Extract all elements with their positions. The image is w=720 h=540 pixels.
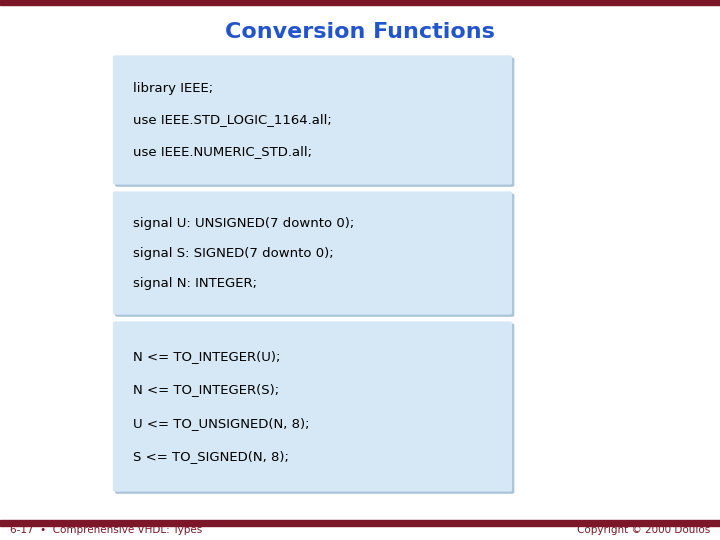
Text: signal S: SIGNED(7 downto 0);: signal S: SIGNED(7 downto 0);	[133, 246, 333, 260]
FancyBboxPatch shape	[113, 321, 512, 491]
FancyBboxPatch shape	[113, 191, 512, 315]
Text: use IEEE.NUMERIC_STD.all;: use IEEE.NUMERIC_STD.all;	[133, 145, 312, 158]
Text: use IEEE.STD_LOGIC_1164.all;: use IEEE.STD_LOGIC_1164.all;	[133, 113, 332, 126]
Text: N <= TO_INTEGER(U);: N <= TO_INTEGER(U);	[133, 350, 280, 363]
Text: signal N: INTEGER;: signal N: INTEGER;	[133, 276, 257, 289]
Text: library IEEE;: library IEEE;	[133, 82, 213, 95]
FancyBboxPatch shape	[115, 323, 514, 494]
Bar	[0, 520, 720, 526]
FancyBboxPatch shape	[113, 56, 512, 185]
Bar	[0, 0, 720, 5]
Text: signal U: UNSIGNED(7 downto 0);: signal U: UNSIGNED(7 downto 0);	[133, 217, 354, 230]
Text: Conversion Functions: Conversion Functions	[225, 22, 495, 42]
Text: S <= TO_SIGNED(N, 8);: S <= TO_SIGNED(N, 8);	[133, 450, 289, 463]
Text: U <= TO_UNSIGNED(N, 8);: U <= TO_UNSIGNED(N, 8);	[133, 417, 310, 430]
FancyBboxPatch shape	[115, 58, 514, 187]
FancyBboxPatch shape	[115, 193, 514, 317]
Text: N <= TO_INTEGER(S);: N <= TO_INTEGER(S);	[133, 383, 279, 396]
Text: 6-17  •  Comprehensive VHDL: Types: 6-17 • Comprehensive VHDL: Types	[10, 525, 202, 535]
Text: Copyright © 2000 Doulos: Copyright © 2000 Doulos	[577, 525, 710, 535]
